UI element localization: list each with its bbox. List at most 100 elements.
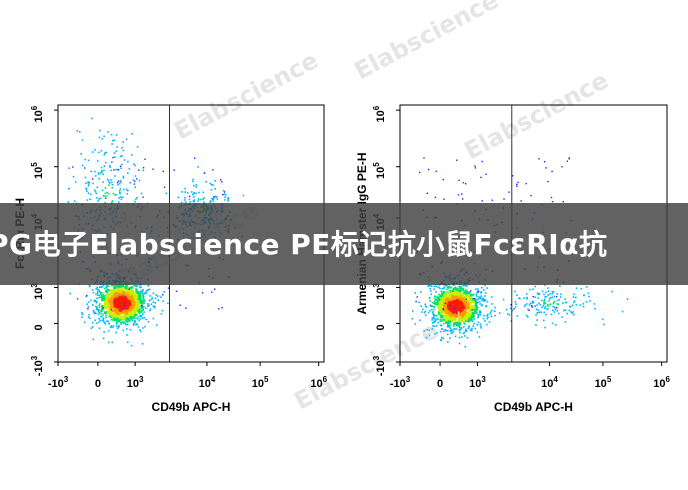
event-dot <box>535 308 538 311</box>
event-dot <box>133 316 135 318</box>
event-dot <box>122 303 125 307</box>
event-dot <box>457 305 461 308</box>
event-dot <box>452 330 455 332</box>
event-dot <box>101 171 103 173</box>
event-dot <box>109 312 113 316</box>
event-dot <box>142 327 144 329</box>
event-dot <box>456 159 458 161</box>
event-dot <box>570 311 572 313</box>
event-dot <box>125 319 128 322</box>
event-dot <box>444 329 446 331</box>
event-dot <box>546 303 549 306</box>
event-dot <box>111 326 114 329</box>
event-dot <box>151 298 153 301</box>
event-dot <box>89 198 91 201</box>
event-dot <box>432 314 435 316</box>
event-dot <box>99 312 101 314</box>
event-dot <box>108 322 110 325</box>
event-dot <box>538 158 540 160</box>
event-dot <box>426 329 428 331</box>
event-dot <box>575 303 578 306</box>
event-dot <box>146 289 149 292</box>
event-dot <box>532 288 534 291</box>
event-dot <box>103 331 105 333</box>
event-dot <box>97 172 100 174</box>
event-dot <box>470 329 472 331</box>
event-dot <box>111 201 113 204</box>
event-dot <box>487 313 489 316</box>
event-dot <box>98 198 100 200</box>
event-dot <box>185 307 187 309</box>
event-dot <box>192 200 195 202</box>
event-dot <box>443 305 446 308</box>
event-dot <box>566 160 568 162</box>
event-dot <box>458 285 460 288</box>
event-dot <box>476 295 478 298</box>
event-dot <box>437 286 439 289</box>
event-dot <box>103 302 107 306</box>
event-dot <box>81 312 83 314</box>
event-dot <box>433 302 435 305</box>
event-dot <box>227 197 229 199</box>
event-dot <box>154 302 156 304</box>
event-dot <box>104 202 106 204</box>
event-dot <box>108 298 111 302</box>
event-dot <box>462 284 465 287</box>
event-dot <box>487 316 489 318</box>
event-dot <box>87 159 90 162</box>
event-dot <box>107 285 110 287</box>
event-dot <box>479 311 482 314</box>
event-dot <box>562 302 564 304</box>
event-dot <box>136 197 138 199</box>
event-dot <box>105 161 107 164</box>
event-dot <box>92 291 95 294</box>
event-dot <box>107 131 109 133</box>
event-dot <box>127 307 130 311</box>
y-tick-label: 103 <box>372 283 387 300</box>
event-dot <box>120 321 122 324</box>
event-dot <box>100 294 102 296</box>
event-dot <box>494 314 496 317</box>
event-dot <box>485 305 487 307</box>
event-dot <box>479 323 482 325</box>
event-dot <box>515 303 517 305</box>
event-dot <box>573 313 575 316</box>
event-dot <box>108 300 111 303</box>
event-dot <box>535 314 537 316</box>
event-dot <box>429 288 431 290</box>
event-dot <box>454 286 457 288</box>
event-dot <box>541 299 543 302</box>
event-dot <box>482 317 485 320</box>
event-dot <box>480 327 482 329</box>
x-tick-label: 0 <box>437 378 443 390</box>
event-dot <box>461 336 463 338</box>
event-dot <box>453 310 456 314</box>
event-dot <box>184 191 186 193</box>
event-dot <box>537 309 540 312</box>
event-dots <box>411 157 629 348</box>
event-dot <box>588 295 590 298</box>
event-dot <box>97 321 100 324</box>
event-dot <box>136 323 138 326</box>
event-dot <box>96 306 98 309</box>
event-dot <box>139 318 142 320</box>
event-dot <box>475 294 478 296</box>
event-dot <box>198 198 200 200</box>
event-dot <box>81 313 84 316</box>
event-dot <box>113 304 117 308</box>
event-dot <box>435 291 437 293</box>
event-dot <box>148 304 150 307</box>
event-dot <box>142 299 145 302</box>
event-dot <box>81 139 84 142</box>
event-dot <box>436 317 438 320</box>
event-dot <box>573 293 575 296</box>
event-dot <box>129 311 132 314</box>
event-dot <box>466 312 470 316</box>
event-dot <box>116 325 118 328</box>
event-dot <box>151 296 154 299</box>
event-dot <box>112 325 115 327</box>
event-dot <box>460 327 463 329</box>
event-dot <box>124 288 127 292</box>
event-dot <box>508 191 510 193</box>
event-dot <box>84 176 87 179</box>
